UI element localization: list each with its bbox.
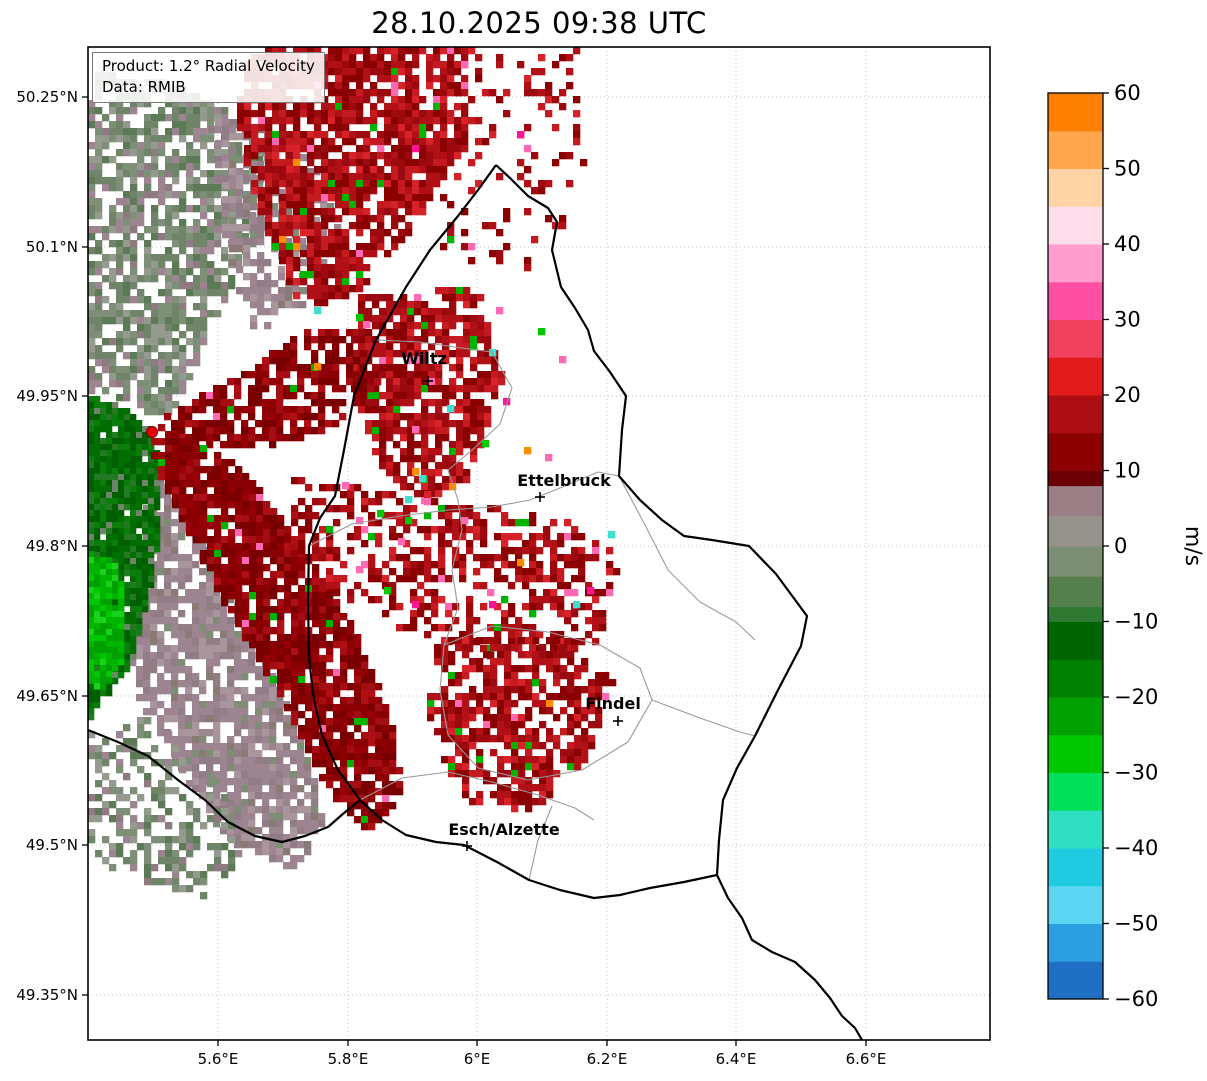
colorbar-tick-label: −50: [1114, 912, 1158, 936]
city-label: Esch/Alzette: [448, 820, 560, 839]
field-region-mauve-southwest: [129, 470, 326, 870]
field-region-red-top-mass: [237, 47, 469, 307]
colorbar-tick-label: −10: [1114, 610, 1158, 634]
field-region-red-ne-of-radar: [164, 329, 382, 449]
radar-velocity-field: [88, 47, 621, 900]
city-labels: Wiltz Ettelbruck Findel Esch/Alzette: [401, 349, 641, 851]
lat-tick-label: 49.95°N: [16, 387, 78, 405]
lat-tick-label: 49.65°N: [16, 687, 78, 705]
city-marker: [535, 492, 545, 502]
field-region-red-southwest-band: [151, 424, 404, 831]
colorbar-tick-label: 50: [1114, 157, 1141, 181]
colorbar-tick-label: −20: [1114, 685, 1158, 709]
city-label: Findel: [585, 694, 641, 713]
colorbar: 60 50 40 30 20 10 0 −10 −20 −30 −40 −50 −60 m/s: [1047, 81, 1205, 1011]
city-label: Wiltz: [401, 349, 447, 368]
colorbar-unit-label: m/s: [1180, 526, 1205, 566]
colorbar-tick-label: 20: [1114, 383, 1141, 407]
colorbar-tick-label: 10: [1114, 459, 1141, 483]
product-info-line2: Data: RMIB: [102, 78, 186, 96]
colorbar-tick-label: −60: [1114, 987, 1158, 1011]
colorbar-tick-label: 0: [1114, 534, 1127, 558]
field-region-red-wiltz: [351, 287, 506, 505]
product-info-line1: Product: 1.2° Radial Velocity: [102, 57, 315, 75]
lat-tick-label: 50.1°N: [26, 238, 78, 256]
city-marker: [462, 841, 472, 851]
figure-title: 28.10.2025 09:38 UTC: [371, 6, 707, 40]
field-region-red-central-scatter: [284, 477, 621, 660]
radar-site-marker: [146, 426, 158, 438]
city-marker: [423, 376, 433, 386]
product-info-box: Product: 1.2° Radial Velocity Data: RMIB: [92, 52, 325, 103]
lon-tick-label: 6.2°E: [587, 1050, 628, 1068]
city-marker: [613, 716, 623, 726]
lon-tick-label: 5.6°E: [198, 1050, 239, 1068]
field-region-graygreen-south: [88, 717, 243, 900]
district-borders: [308, 339, 756, 881]
colorbar-tick-label: 40: [1114, 232, 1141, 256]
lat-tick-label: 49.5°N: [26, 836, 78, 854]
lat-tick-label: 50.25°N: [16, 88, 78, 106]
colorbar-tick-label: −40: [1114, 836, 1158, 860]
country-borders: [88, 164, 863, 1040]
field-region-specks-top: [391, 82, 525, 153]
colorbar-tick-label: 60: [1114, 81, 1141, 105]
city-label: Ettelbruck: [517, 471, 611, 490]
lon-tick-label: 5.8°E: [328, 1050, 369, 1068]
plot-frame: [87, 46, 991, 1041]
colorbar-tick-label: −30: [1114, 761, 1158, 785]
lon-tick-label: 6.6°E: [846, 1050, 887, 1068]
field-region-red-findel-cluster: [427, 637, 617, 813]
luxembourg-border: [306, 164, 809, 900]
colorbar-tick-label: 30: [1114, 308, 1141, 332]
field-region-green-bright: [88, 551, 125, 690]
axis-labels: 50.25°N 50.1°N 49.95°N 49.8°N 49.65°N 49.5°N 4…: [16, 88, 886, 1068]
lat-tick-label: 49.8°N: [26, 537, 78, 555]
lat-tick-label: 49.35°N: [16, 986, 78, 1004]
field-region-red-top-sparse: [440, 47, 588, 272]
lon-tick-label: 6.4°E: [716, 1050, 757, 1068]
lon-tick-label: 6°E: [464, 1050, 491, 1068]
